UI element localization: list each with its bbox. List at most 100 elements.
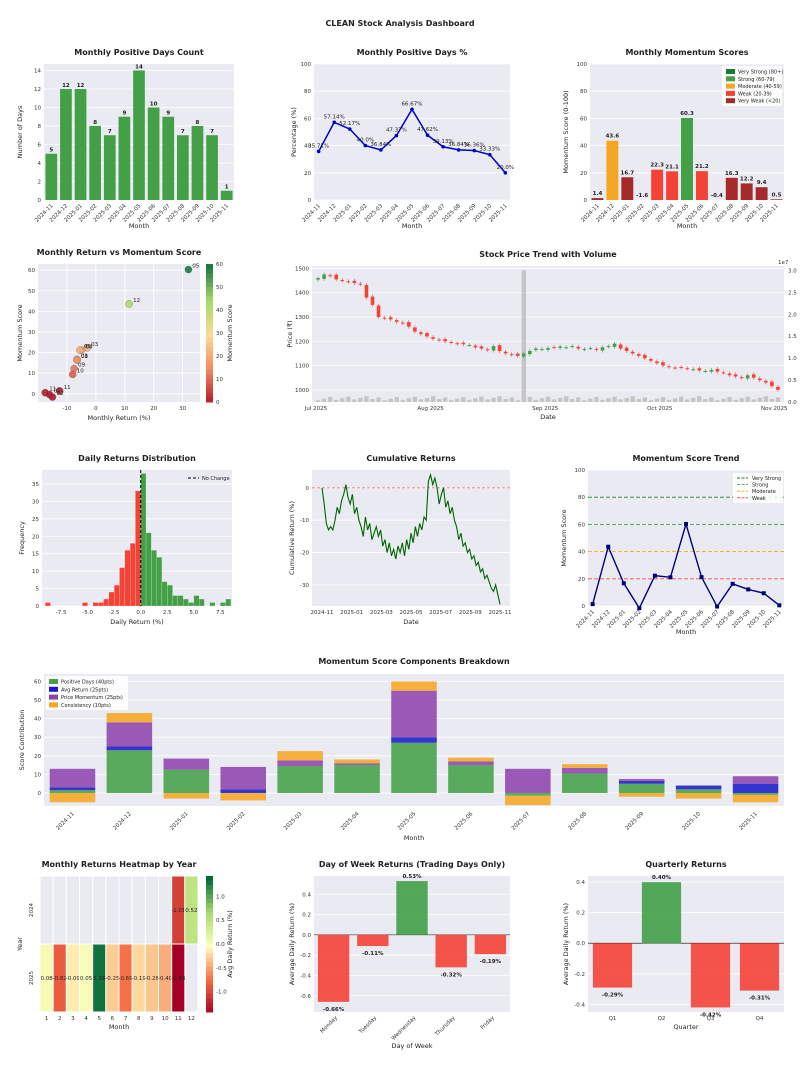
pos-pct-point: [379, 148, 383, 152]
heatmap-colorbar-segment: [206, 889, 213, 895]
mom-trend-legend-label: Strong: [752, 483, 768, 489]
scatter-xtick-label: 20: [150, 406, 157, 412]
heatmap-cell-label: 0.05: [80, 976, 93, 982]
price-candle-body: [340, 280, 345, 282]
components-ytick-label: 30: [34, 735, 41, 741]
price-volume-tick-label: 2.0: [788, 312, 797, 318]
pos-days-value-label: 10: [150, 101, 158, 107]
pos-days-title: Monthly Positive Days Count: [74, 48, 204, 57]
price-volume-bar: [660, 397, 666, 402]
components-bar-segment: [618, 783, 665, 793]
scatter-colorbar-segment: [206, 282, 213, 288]
mom-trend-marker: [590, 602, 595, 607]
returns-hist-bar: [103, 598, 109, 607]
components-bar-segment: [391, 737, 437, 743]
heatmap-cell-label: -0.19: [132, 976, 147, 982]
price-xtick-label: Sep 2025: [532, 406, 559, 412]
components-bar-segment: [391, 742, 437, 793]
price-candle-body: [346, 281, 351, 283]
price-volume-bar: [570, 399, 575, 402]
pos-days-xlabel: Month: [129, 222, 149, 230]
scatter-colorbar-segment: [206, 300, 213, 306]
price-volume-bar: [606, 398, 611, 402]
price-volume-bar: [576, 397, 581, 402]
pos-pct-ytick-label: 20: [304, 171, 311, 177]
components-xtick-label: 2025-01: [169, 811, 189, 831]
returns-hist-ytick-label: 0: [36, 604, 40, 610]
scatter-ytick-label: 0: [32, 392, 36, 398]
heatmap-colorbar-segment: [206, 993, 213, 999]
momentum-bar: [695, 171, 708, 200]
momentum-value-label: 21.1: [665, 164, 679, 170]
pos-days-value-label: 12: [62, 83, 70, 89]
pos-pct-xlabel: Month: [402, 222, 422, 230]
momentum-ylabel: Momentum Score (0-100): [562, 90, 570, 173]
price-candle-body: [485, 349, 490, 351]
mom-trend-marker: [761, 591, 766, 596]
pos-pct-point: [456, 148, 461, 152]
pos-days-ytick-label: 0: [38, 198, 42, 204]
mom-trend-marker: [715, 604, 720, 609]
heatmap-colorbar-segment: [206, 989, 213, 995]
components-bar-segment: [277, 760, 323, 767]
price-ytick-label: 1000: [295, 388, 309, 394]
returns-hist-bar: [225, 598, 232, 607]
price-candle-body: [364, 284, 369, 298]
price-candle-body: [745, 375, 750, 379]
heatmap-cell: [184, 875, 199, 945]
heatmap-cell-label: -0.82: [53, 976, 67, 982]
price-volume-bar: [436, 399, 442, 402]
price-volume-tick-label: 2.5: [788, 290, 797, 296]
price-candle-body: [521, 353, 526, 357]
returns-hist-bar: [177, 595, 184, 607]
price-volume-bar: [745, 396, 750, 402]
price-xlabel: Date: [540, 413, 556, 421]
components-legend-swatch: [49, 702, 58, 708]
scatter-colorbar-segment: [206, 328, 213, 334]
mom-trend-marker: [606, 544, 611, 549]
scatter-ytick-label: 10: [28, 371, 35, 377]
cumret-xtick-label: 2025-11: [489, 610, 512, 616]
mom-trend-legend-label: Very Strong: [752, 476, 781, 482]
momentum-xlabel: Month: [677, 222, 697, 230]
returns-hist-bar: [45, 602, 51, 607]
price-candle-body: [497, 345, 502, 351]
pos-pct-ytick-label: 100: [301, 62, 312, 68]
price-candle-body: [661, 362, 665, 366]
price-volume-bar: [412, 396, 418, 402]
heatmap-xlabel: Month: [109, 1023, 129, 1031]
scatter-point: [125, 300, 133, 308]
scatter-colorbar-segment: [206, 351, 213, 357]
price-volume-bar: [473, 398, 478, 402]
dow-value-label: 0.53%: [402, 874, 422, 880]
heatmap-colorbar-segment: [206, 921, 213, 927]
scatter-xlabel: Monthly Return (%): [88, 414, 151, 422]
dow-ylabel: Average Daily Return (%): [288, 903, 296, 985]
price-candle-body: [358, 283, 363, 285]
price-candle-body: [630, 351, 635, 354]
price-candle-body: [721, 372, 726, 374]
price-volume-tick-label: 1.0: [788, 356, 797, 362]
scatter-colorbar-segment: [206, 360, 213, 366]
momentum-panel: 0204060801001.42024-1143.62024-1216.7202…: [562, 48, 784, 230]
returns-hist-bar: [172, 595, 178, 607]
returns-hist-ytick-label: 30: [32, 499, 39, 505]
components-xtick-label: 2024-11: [55, 811, 75, 831]
returns-hist-bar: [140, 473, 147, 607]
price-candle-body: [400, 322, 405, 324]
returns-hist-bar: [220, 602, 226, 607]
returns-hist-xtick-label: 0.0: [136, 610, 145, 616]
price-candle-body: [636, 354, 641, 356]
momentum-legend-swatch: [726, 76, 735, 82]
scatter-ytick-label: 40: [28, 309, 35, 315]
heatmap-colorbar-segment: [206, 957, 213, 963]
price-volume-bar: [521, 270, 526, 402]
price-candle-body: [473, 345, 478, 348]
pos-pct-value-label: 36.36%: [464, 143, 485, 149]
scatter-point-label: 10: [77, 368, 84, 374]
returns-hist-bar: [130, 543, 136, 607]
components-bar-segment: [49, 787, 96, 791]
scatter-colorbar-segment: [206, 392, 213, 398]
returns-hist-bar: [119, 567, 125, 607]
cumret-xlabel: Date: [403, 618, 419, 626]
